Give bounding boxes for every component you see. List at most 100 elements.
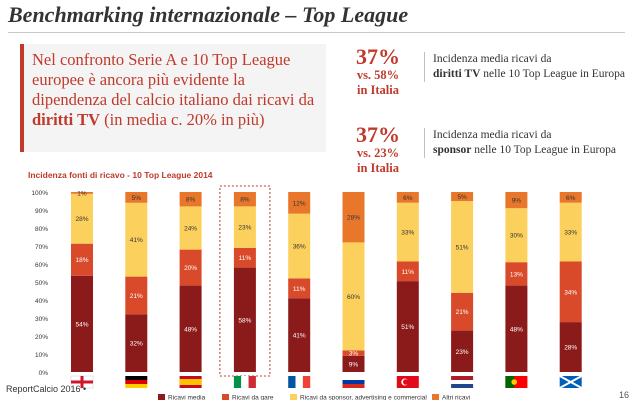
netherlands-flag-icon — [451, 376, 474, 388]
y-tick-label: 50% — [35, 280, 48, 287]
data-label: 13% — [510, 271, 523, 278]
page-number: 16 — [618, 390, 629, 400]
key-message-callout: Nel confronto Serie A e 10 Top League eu… — [20, 44, 326, 152]
kpi-comparison: vs. 58% — [356, 68, 400, 82]
callout-text-end: (in media c. 20% in più) — [100, 110, 265, 129]
bar-segment — [342, 355, 365, 372]
bar-segment — [559, 322, 582, 372]
y-tick-label: 60% — [35, 262, 48, 269]
data-label: 34% — [564, 289, 577, 296]
kpi-desc-emphasis: diritti TV — [433, 68, 481, 80]
y-tick-label: 40% — [35, 298, 48, 305]
bar-segment — [505, 262, 528, 286]
data-label: 18% — [75, 257, 88, 264]
callout-emphasis: diritti TV — [32, 110, 100, 129]
data-label: 8% — [240, 197, 250, 204]
country-flags — [70, 375, 583, 389]
data-label: 33% — [401, 230, 414, 237]
bar-segment — [559, 261, 582, 323]
bar-stack-turkey: 51% 11% 33% 6% — [396, 192, 419, 372]
kpi-comparison-country: in Italia — [356, 161, 400, 175]
bar-stack-france: 41% 11% 36% 12% — [288, 192, 311, 372]
data-label: 28% — [347, 215, 360, 222]
bar-stack-scotland: 28% 34% 33% 6% — [559, 192, 582, 372]
bar-stacks: 54% 18% 28% 1% 32% 21% 41% 5% 48% 20% 24% 8% 58% 11% 2… — [71, 185, 582, 377]
bar-segment — [396, 281, 419, 372]
russia-flag-icon — [342, 376, 365, 388]
bar-segment — [559, 192, 582, 203]
y-tick-label: 30% — [35, 316, 48, 323]
bar-segment — [233, 267, 256, 372]
bar-segment — [396, 192, 419, 203]
legend-swatch — [290, 394, 297, 400]
y-axis: 0% 10% 20% 30% 40% 50% 60% 70% 80% 90% 100% — [31, 190, 48, 377]
bar-segment — [505, 285, 528, 372]
bar-segment — [71, 192, 93, 194]
data-label: 5% — [457, 194, 467, 201]
data-label: 9% — [512, 198, 522, 205]
y-tick-label: 80% — [35, 226, 48, 233]
legend-item: Altri ricavi — [432, 394, 470, 400]
kpi-value: 37% — [356, 44, 400, 69]
kpi-tv-rights: 37% vs. 58% in Italia — [340, 46, 416, 98]
bar-segment — [342, 350, 365, 356]
bar-stack-netherlands: 23% 21% 51% 5% — [451, 192, 474, 372]
y-tick-label: 10% — [35, 352, 48, 359]
bar-segment — [288, 278, 311, 299]
legend-item: Ricavi da sponsor, advertising e commerc… — [290, 394, 427, 400]
data-label: 6% — [403, 195, 413, 202]
data-label: 11% — [239, 255, 252, 262]
data-label: 23% — [456, 349, 469, 356]
bar-segment — [179, 192, 202, 207]
y-tick-label: 90% — [35, 208, 48, 215]
data-label: 54% — [75, 321, 88, 328]
data-label: 48% — [510, 326, 523, 333]
legend-item: Ricavi da gare — [222, 394, 274, 400]
kpi-desc-text-end: nelle 10 Top League in Europa — [471, 144, 616, 156]
bar-segment — [233, 192, 256, 207]
bar-segment — [505, 192, 528, 209]
y-tick-label: 0% — [39, 370, 49, 377]
data-label: 12% — [293, 200, 306, 207]
portugal-flag-icon — [505, 376, 528, 388]
data-label: 9% — [349, 361, 359, 368]
data-label: 51% — [456, 244, 469, 251]
data-label: 20% — [184, 265, 197, 272]
bar-segment — [71, 243, 93, 276]
data-label: 58% — [238, 317, 251, 324]
data-label: 32% — [130, 341, 143, 348]
title-divider — [8, 32, 625, 33]
slide-title: Benchmarking internazionale – Top League — [8, 2, 409, 27]
legend-label: Ricavi da sponsor, advertising e commerc… — [300, 395, 427, 400]
data-label: 33% — [564, 230, 577, 237]
kpi-comparison-country: in Italia — [356, 83, 400, 97]
bar-segment — [71, 193, 93, 244]
bar-segment — [288, 192, 311, 214]
legend-swatch — [222, 394, 229, 400]
kpi-tv-rights-description: Incidenza media ricavi da diritti TV nell… — [424, 52, 633, 82]
legend-label: Altri ricavi — [442, 395, 470, 400]
data-label: 24% — [184, 226, 197, 233]
callout-text: Nel confronto Serie A e 10 Top League eu… — [32, 50, 315, 109]
bar-stack-russia: 9% 3% 60% 28% — [342, 192, 365, 372]
footer-source: ReportCalcio 2016 • — [6, 384, 87, 394]
data-label: 28% — [564, 345, 577, 352]
bar-stack-england: 54% 18% 28% 1% — [71, 190, 93, 372]
data-label: 3% — [349, 351, 359, 358]
bar-segment — [396, 202, 419, 262]
bar-segment — [451, 292, 474, 331]
kpi-sponsor-description: Incidenza media ricavi da sponsor nelle 1… — [424, 128, 633, 158]
bar-segment — [451, 330, 474, 372]
scotland-flag-icon — [559, 375, 583, 389]
kpi-value: 37% — [356, 122, 400, 147]
kpi-desc-text-end: nelle 10 Top League in Europa — [480, 68, 625, 80]
france-flag-icon — [288, 376, 311, 388]
bar-segment — [451, 201, 474, 293]
legend-swatch — [158, 394, 165, 400]
kpi-desc-text: Incidenza media ricavi da — [433, 129, 552, 141]
bar-segment — [125, 192, 148, 203]
bar-stack-portugal: 48% 13% 30% 9% — [505, 192, 528, 372]
kpi-desc-emphasis: sponsor — [433, 144, 472, 156]
bar-stack-spain: 48% 20% 24% 8% — [179, 192, 202, 372]
